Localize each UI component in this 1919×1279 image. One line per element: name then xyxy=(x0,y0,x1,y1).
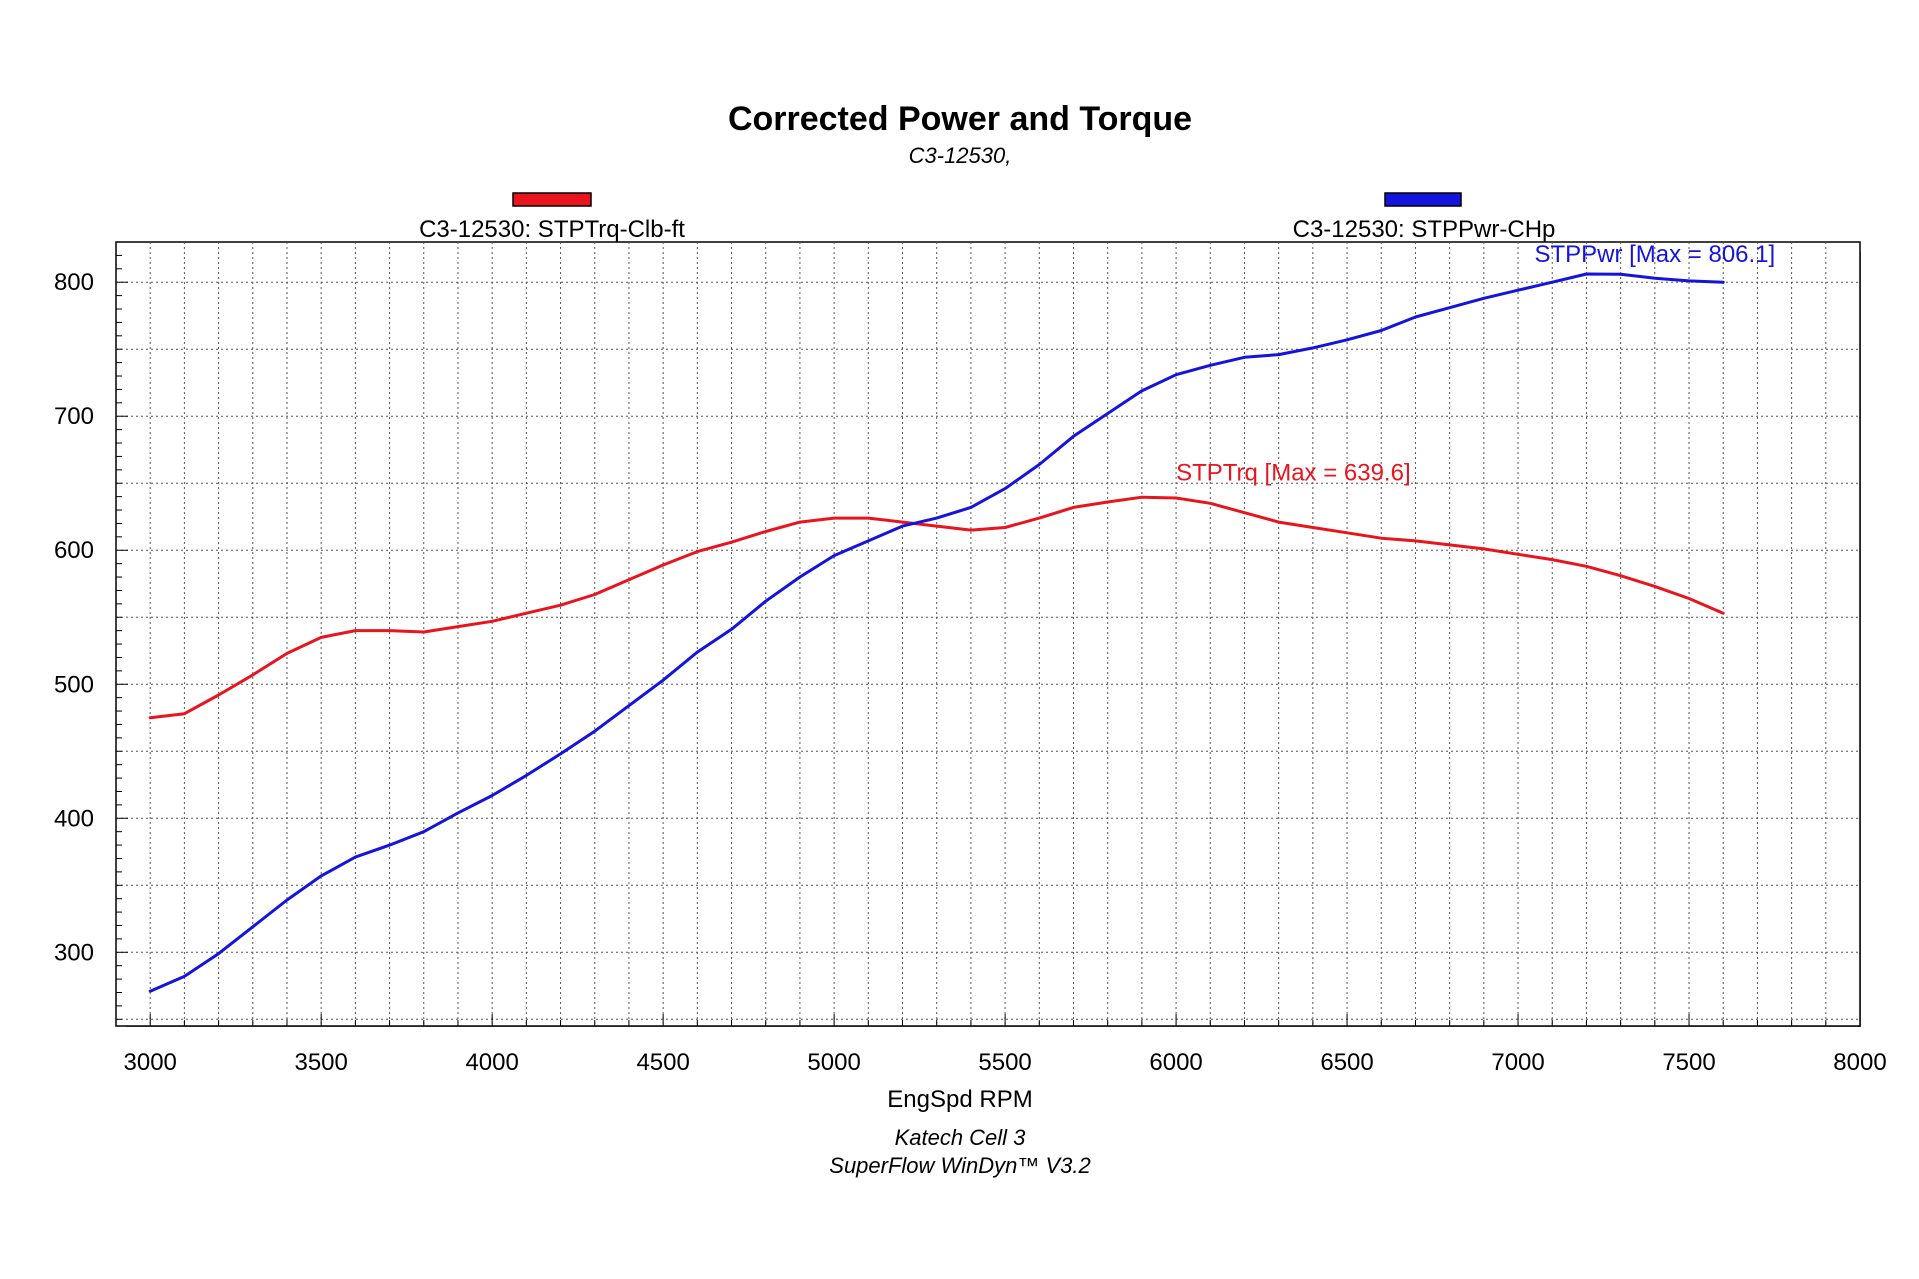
y-tick-label: 300 xyxy=(54,939,94,966)
legend-swatch-torque xyxy=(512,192,592,207)
x-tick-label: 6500 xyxy=(1320,1049,1373,1076)
x-tick-label: 4000 xyxy=(465,1049,518,1076)
x-tick-label: 3000 xyxy=(124,1049,177,1076)
series-line-torque xyxy=(148,495,1725,720)
annotations: STPTrq [Max = 639.6] STPPwr [Max = 806.1] xyxy=(1176,241,1775,486)
x-tick-label: 7500 xyxy=(1662,1049,1715,1076)
x-tick-label: 3500 xyxy=(294,1049,347,1076)
annotation-torque-max: STPTrq [Max = 639.6] xyxy=(1176,460,1411,487)
series-group xyxy=(148,272,1725,993)
x-tick-label: 4500 xyxy=(636,1049,689,1076)
x-axis-title: EngSpd RPM xyxy=(887,1086,1032,1113)
x-tick-label: 7000 xyxy=(1491,1049,1544,1076)
grid xyxy=(116,242,1860,1026)
plot-area xyxy=(115,241,1861,1027)
legend-label-power: C3-12530: STPPwr-CHp xyxy=(1293,216,1556,243)
footer-line-1: Katech Cell 3 xyxy=(895,1125,1027,1150)
legend-label-torque: C3-12530: STPTrq-Clb-ft xyxy=(419,216,685,243)
chart-title: Corrected Power and Torque xyxy=(728,100,1192,138)
y-tick-label: 400 xyxy=(54,805,94,832)
x-tick-label: 5000 xyxy=(807,1049,860,1076)
y-tick-label: 700 xyxy=(54,403,94,430)
y-tick-label: 500 xyxy=(54,671,94,698)
y-tick-label: 800 xyxy=(54,269,94,296)
legend-swatch-power xyxy=(1384,192,1462,207)
x-tick-label: 5500 xyxy=(978,1049,1031,1076)
legend: C3-12530: STPTrq-Clb-ft C3-12530: STPPwr… xyxy=(419,192,1556,243)
axis-ticks: 300 400 500 600 700 800 3000 3500 4000 4500 5000 55… xyxy=(54,241,1887,1076)
x-tick-label: 8000 xyxy=(1833,1049,1886,1076)
annotation-power-max: STPPwr [Max = 806.1] xyxy=(1534,241,1775,268)
footer-line-2: SuperFlow WinDyn™ V3.2 xyxy=(829,1153,1090,1178)
x-tick-label: 6000 xyxy=(1149,1049,1202,1076)
series-line-power xyxy=(148,272,1725,993)
chart-subtitle: C3-12530, xyxy=(909,143,1012,168)
y-tick-label: 600 xyxy=(54,537,94,564)
